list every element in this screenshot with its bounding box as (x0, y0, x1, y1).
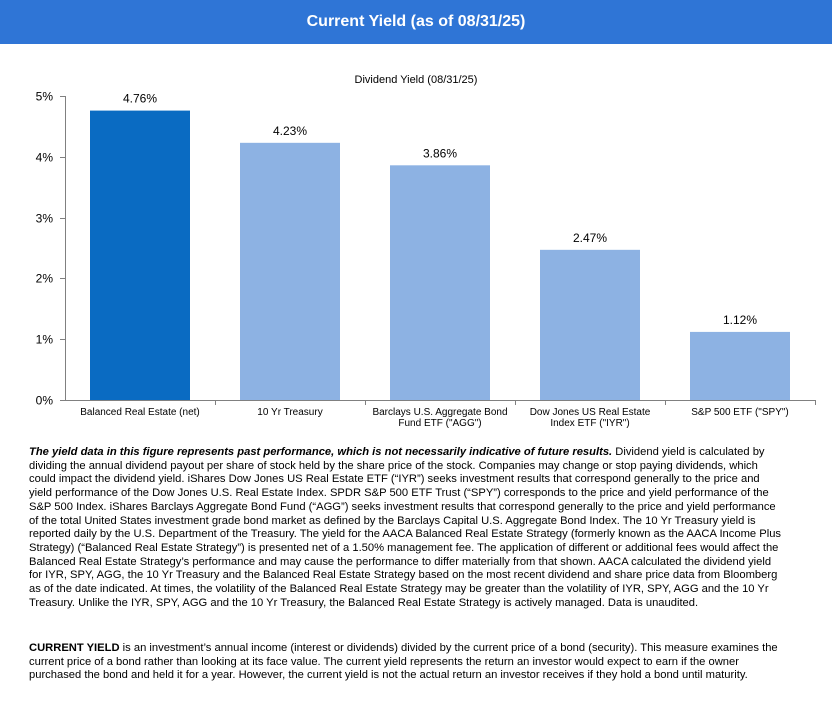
bar (240, 142, 340, 400)
disclaimer-lead: The yield data in this figure represents… (29, 446, 613, 458)
x-category-label: Fund ETF ("AGG") (398, 418, 481, 429)
bar-data-label: 4.76% (123, 92, 157, 106)
y-tick-label: 2% (36, 272, 54, 286)
header-bar: Current Yield (as of 08/31/25) (0, 0, 832, 44)
bar (390, 165, 490, 400)
bar (90, 110, 190, 401)
page-title: Current Yield (as of 08/31/25) (306, 13, 526, 30)
y-tick-label: 5% (36, 90, 54, 104)
bar (540, 249, 640, 400)
bar-data-label: 1.12% (723, 313, 757, 327)
definition-term: CURRENT YIELD (29, 642, 120, 654)
definition-text: is an investment’s annual income (intere… (29, 642, 778, 682)
performance-disclaimer: The yield data in this figure represents… (29, 446, 781, 610)
bar-data-label: 2.47% (573, 231, 607, 245)
y-tick-label: 0% (36, 394, 54, 408)
y-tick-label: 3% (36, 212, 54, 226)
x-category-label: Index ETF ("IYR") (550, 418, 629, 429)
dividend-yield-chart: 0% 1% 2% 3% 4% 5% 4.76% Balanced Real Estate (n… (36, 90, 816, 429)
chart-title: Dividend Yield (08/31/25) (354, 74, 478, 86)
x-category-label: 10 Yr Treasury (257, 407, 322, 418)
disclaimer-body: Dividend yield is calculated by dividing… (29, 446, 782, 609)
x-category-label: Balanced Real Estate (net) (80, 407, 200, 418)
bar-data-label: 4.23% (273, 124, 307, 138)
x-category-label: Barclays U.S. Aggregate Bond (372, 407, 507, 418)
bar (690, 331, 790, 400)
current-yield-definition: CURRENT YIELD is an investment’s annual … (29, 642, 789, 683)
y-tick-label: 4% (36, 151, 54, 165)
y-tick-label: 1% (36, 333, 54, 347)
x-category-label: S&P 500 ETF ("SPY") (691, 407, 789, 418)
bar-data-label: 3.86% (423, 146, 457, 160)
x-category-label: Dow Jones US Real Estate (530, 407, 651, 418)
